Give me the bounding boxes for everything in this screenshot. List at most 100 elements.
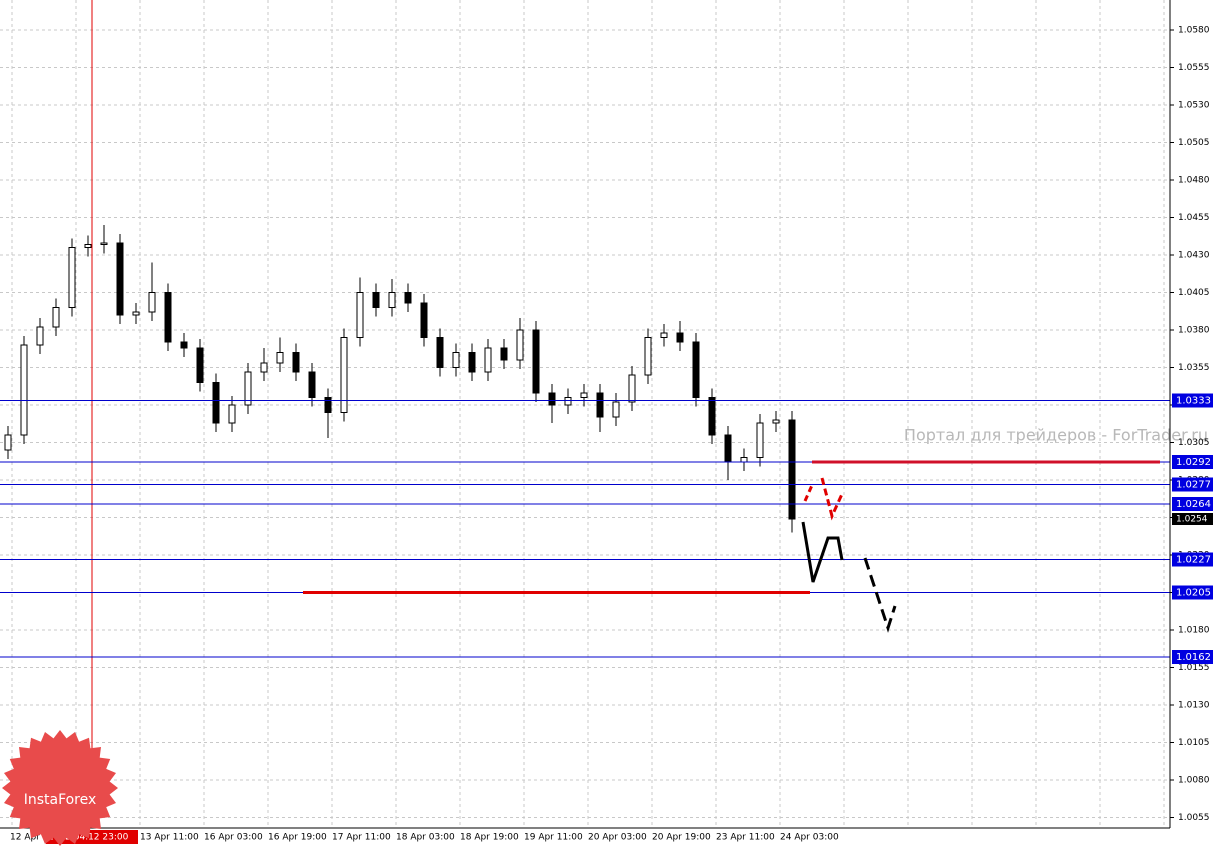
level-label: 1.0277 xyxy=(1176,480,1211,491)
candle-body xyxy=(724,434,732,463)
candle-body xyxy=(676,332,684,343)
y-tick-label: 1.0080 xyxy=(1178,776,1210,786)
candle-body xyxy=(260,362,268,373)
black-arrow xyxy=(801,521,844,583)
x-tick-label: 16 Apr 19:00 xyxy=(268,833,327,843)
x-tick-label: 20 Apr 03:00 xyxy=(588,833,647,843)
candle-body xyxy=(340,337,348,413)
x-tick-label: 18 Apr 03:00 xyxy=(396,833,455,843)
level-label: 1.0292 xyxy=(1176,457,1211,468)
candle-body xyxy=(292,352,300,373)
candle-body xyxy=(436,337,444,368)
levels xyxy=(0,400,1170,658)
candle-body xyxy=(756,422,764,458)
y-tick-label: 1.0530 xyxy=(1178,101,1210,111)
candle-body xyxy=(772,419,780,424)
red-arrow xyxy=(803,482,815,502)
x-tick-label: 16 Apr 03:00 xyxy=(204,833,263,843)
y-tick-label: 1.0380 xyxy=(1178,326,1210,336)
candle-body xyxy=(452,352,460,368)
candle-body xyxy=(36,326,44,346)
level-label-box xyxy=(1172,497,1213,511)
candle-body xyxy=(356,292,364,338)
y-tick-label: 1.0105 xyxy=(1178,738,1210,748)
forecast-arrows xyxy=(801,477,897,633)
candle-body xyxy=(468,352,476,373)
level-label-box xyxy=(1172,477,1213,492)
candle-body xyxy=(612,401,620,418)
level-label: 1.0162 xyxy=(1176,652,1211,663)
candle-body xyxy=(148,292,156,313)
level-label: 1.0205 xyxy=(1176,588,1211,599)
y-tick-label: 1.0155 xyxy=(1178,663,1210,673)
watermark: Портал для трейдеров - ForTrader.ru xyxy=(904,426,1208,445)
candle-body xyxy=(564,397,572,406)
candles xyxy=(4,225,796,533)
grid xyxy=(0,0,1170,828)
candle-body xyxy=(308,371,316,398)
x-tick-label: 20 Apr 19:00 xyxy=(652,833,711,843)
candle-body xyxy=(516,329,524,361)
candle-body xyxy=(692,341,700,398)
x-tick-label: 18 Apr 19:00 xyxy=(460,833,519,843)
logo-badge xyxy=(2,730,118,846)
y-tick-label: 1.0055 xyxy=(1178,813,1210,823)
candle-body xyxy=(164,292,172,343)
candle-body xyxy=(212,382,220,424)
level-label: 1.0333 xyxy=(1176,396,1211,407)
candle-body xyxy=(100,242,108,245)
red-arrow xyxy=(820,477,844,521)
level-label-box xyxy=(1172,552,1213,567)
logo: InstaForex xyxy=(2,730,118,846)
y-tick-label: 1.0305 xyxy=(1178,438,1210,448)
x-tick-label: 12 Apr xyxy=(10,833,40,843)
y-tick-label: 1.0430 xyxy=(1178,251,1210,261)
candle-body xyxy=(708,397,716,436)
candle-body xyxy=(4,434,12,451)
y-tick-label: 1.0480 xyxy=(1178,176,1210,186)
candle-body xyxy=(180,341,188,349)
level-label-box xyxy=(1172,393,1213,408)
candle-body xyxy=(660,332,668,338)
x-tick-label: 19 Apr 11:00 xyxy=(524,833,583,843)
candle-body xyxy=(484,347,492,373)
y-tick-label: 1.0130 xyxy=(1178,701,1210,711)
candle-body xyxy=(388,292,396,308)
candle-body xyxy=(68,247,76,308)
y-tick-label: 1.0505 xyxy=(1178,138,1210,148)
candle-body xyxy=(84,244,92,248)
candle-body xyxy=(788,419,796,520)
candle-body xyxy=(20,344,28,436)
x-tick-label: 24 Apr 03:00 xyxy=(780,833,839,843)
level-label: 1.0227 xyxy=(1176,555,1211,566)
level-label: 1.0264 xyxy=(1176,499,1211,510)
y-tick-label: 1.0455 xyxy=(1178,213,1210,223)
candle-body xyxy=(548,392,556,406)
candle-body xyxy=(116,242,124,316)
candle-body xyxy=(500,347,508,361)
x-tick-label: 23 Apr 11:00 xyxy=(716,833,775,843)
candle-body xyxy=(52,307,60,328)
y-tick-label: 1.0180 xyxy=(1178,626,1210,636)
level-label-box xyxy=(1172,585,1213,600)
candle-body xyxy=(628,374,636,403)
candle-body xyxy=(196,347,204,383)
price-label-box xyxy=(1172,513,1213,525)
x-tick-label: 13 Apr 11:00 xyxy=(140,833,199,843)
y-tick-label: 1.0405 xyxy=(1178,288,1210,298)
level-label-box xyxy=(1172,650,1213,664)
candle-body xyxy=(372,292,380,308)
candle-body xyxy=(580,392,588,398)
y-tick-label: 1.0355 xyxy=(1178,363,1210,373)
x-tick-label: 17 Apr 11:00 xyxy=(332,833,391,843)
level-label-box xyxy=(1172,455,1213,469)
candle-body xyxy=(228,404,236,424)
candle-body xyxy=(404,292,412,304)
candle-body xyxy=(244,371,252,406)
candle-body xyxy=(532,329,540,394)
price-label: 1.0254 xyxy=(1176,515,1208,525)
candle-body xyxy=(132,311,140,316)
logo-text: InstaForex xyxy=(24,792,97,808)
